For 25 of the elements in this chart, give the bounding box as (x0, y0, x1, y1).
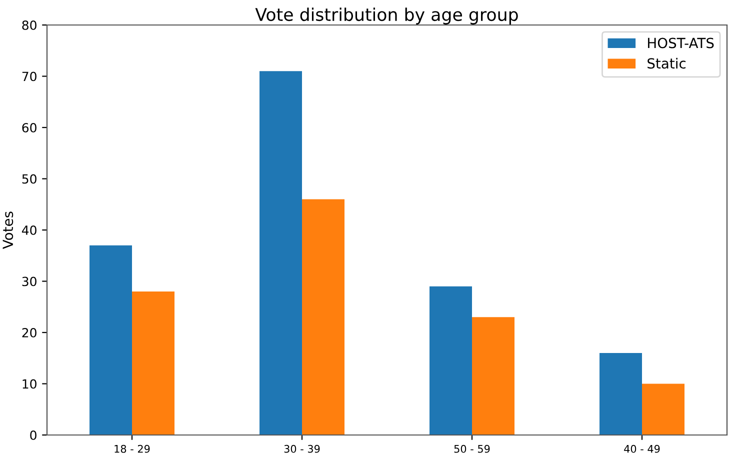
bar (260, 71, 302, 435)
bar (642, 384, 684, 435)
bar (302, 199, 344, 435)
x-tick-label: 30 - 39 (284, 444, 320, 453)
y-tick-label: 10 (22, 379, 36, 389)
y-tick-label: 30 (22, 276, 36, 286)
chart-title: Vote distribution by age group (255, 8, 518, 24)
y-tick-label: 60 (22, 122, 36, 132)
y-tick-label: 40 (22, 225, 36, 235)
y-tick-label: 20 (22, 328, 36, 338)
bar (472, 317, 514, 435)
y-tick-label: 0 (30, 430, 36, 440)
y-axis-title: Votes (2, 212, 14, 249)
x-tick-label: 40 - 49 (624, 444, 660, 453)
x-tick-label: 18 - 29 (114, 444, 150, 453)
x-tick-label: 50 - 59 (454, 444, 490, 453)
y-tick-label: 80 (22, 20, 36, 30)
legend-label: HOST-ATS (648, 38, 714, 48)
y-tick-label: 70 (22, 72, 36, 82)
bar (600, 353, 642, 435)
bar (132, 292, 174, 435)
bar (90, 245, 132, 435)
bar (430, 286, 472, 435)
y-tick-label: 50 (22, 174, 36, 184)
legend-label: Static (648, 58, 686, 69)
